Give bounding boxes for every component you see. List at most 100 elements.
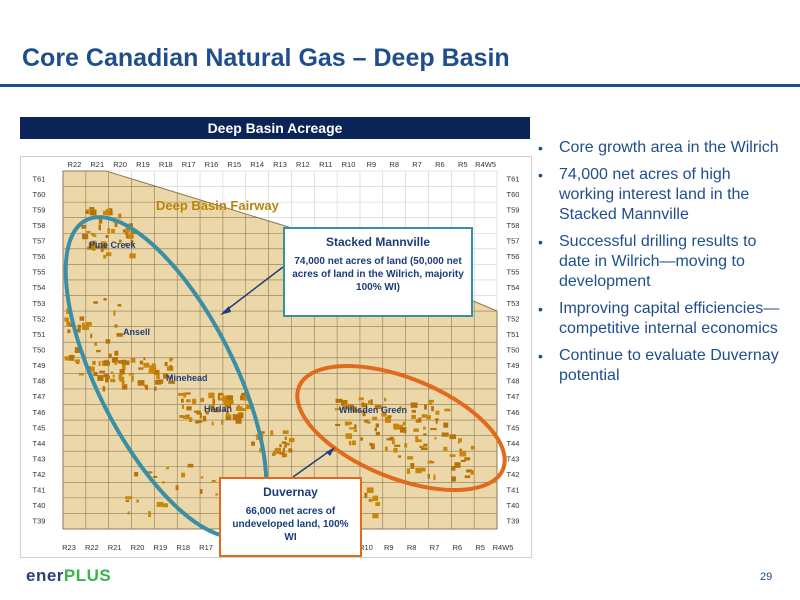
acreage-patch: [182, 415, 190, 419]
acreage-patch: [90, 333, 93, 339]
acreage-patch: [449, 454, 456, 457]
acreage-patch: [372, 416, 378, 420]
acreage-patch: [178, 392, 185, 396]
acreage-patches: [64, 207, 475, 522]
township-label-left: T52: [33, 314, 46, 323]
acreage-patch: [122, 364, 126, 371]
acreage-patch: [74, 359, 80, 363]
acreage-patch: [125, 243, 128, 247]
township-label-right: T50: [507, 346, 520, 355]
acreage-patch: [340, 399, 348, 406]
acreage-patch: [103, 373, 109, 378]
acreage-patch: [85, 321, 92, 326]
range-label-bottom: R22: [85, 543, 99, 552]
acreage-patch: [85, 210, 89, 214]
range-label-bottom: R23: [62, 543, 76, 552]
acreage-patch: [470, 445, 475, 450]
acreage-patch: [130, 357, 136, 363]
bullet-icon: •: [538, 301, 543, 317]
acreage-patch: [460, 459, 466, 462]
range-label-bottom: R7: [430, 543, 440, 552]
township-label-right: T59: [507, 205, 520, 214]
acreage-patch: [196, 410, 202, 415]
acreage-patch: [386, 438, 393, 441]
fairway-label: Deep Basin Fairway: [156, 198, 280, 213]
acreage-patch: [427, 474, 430, 479]
acreage-patch: [163, 373, 168, 379]
acreage-patch: [466, 469, 473, 473]
place-pine-creek: Pine Creek: [89, 240, 137, 250]
acreage-patch: [205, 410, 209, 415]
township-label-right: T58: [507, 221, 520, 230]
acreage-patch: [368, 498, 373, 502]
acreage-patch: [226, 400, 234, 405]
acreage-patch: [426, 415, 431, 420]
acreage-patch: [458, 438, 462, 443]
acreage-patch: [459, 450, 467, 457]
township-label-left: T60: [33, 190, 46, 199]
township-label-left: T61: [33, 174, 46, 183]
acreage-patch: [235, 418, 242, 424]
acreage-patch: [223, 408, 227, 412]
acreage-patch: [107, 228, 111, 234]
acreage-patch: [364, 419, 369, 423]
acreage-patch: [117, 304, 122, 307]
township-label-right: T39: [507, 517, 520, 526]
acreage-patch: [183, 392, 187, 398]
acreage-patch: [69, 354, 74, 361]
acreage-patch: [93, 371, 98, 377]
acreage-patch: [375, 431, 380, 436]
acreage-patch: [102, 386, 106, 392]
township-label-left: T43: [33, 454, 46, 463]
acreage-patch: [367, 421, 371, 424]
acreage-patch: [92, 234, 97, 237]
acreage-patch: [413, 428, 419, 432]
acreage-patch: [156, 373, 160, 380]
township-label-right: T56: [507, 252, 520, 261]
acreage-patch: [67, 329, 71, 333]
acreage-patch: [184, 392, 191, 395]
acreage-patch: [423, 426, 426, 430]
acreage-patch: [105, 235, 109, 239]
acreage-patch: [114, 221, 118, 227]
acreage-patch: [74, 347, 82, 354]
acreage-patch: [208, 392, 215, 399]
acreage-patch: [441, 432, 449, 437]
acreage-patch: [113, 310, 116, 316]
acreage-patch: [211, 421, 214, 426]
acreage-patch: [232, 414, 240, 421]
acreage-patch: [192, 398, 197, 405]
acreage-patch: [79, 316, 85, 321]
range-label-bottom: R9: [384, 543, 394, 552]
township-label-left: T59: [33, 205, 46, 214]
acreage-patch: [237, 404, 240, 408]
acreage-patch: [124, 360, 130, 366]
acreage-patch: [384, 446, 388, 452]
acreage-patch: [221, 420, 224, 425]
acreage-patch: [131, 375, 134, 382]
township-label-right: T60: [507, 190, 520, 199]
township-label-right: T57: [507, 237, 520, 246]
acreage-patch: [125, 227, 130, 233]
acreage-patch: [282, 447, 286, 453]
township-label-right: T54: [507, 283, 520, 292]
acreage-patch: [352, 440, 356, 446]
acreage-patch: [215, 493, 218, 496]
duvernay-ellipse: [295, 363, 507, 493]
acreage-patch: [185, 414, 190, 417]
range-label-bottom: R6: [453, 543, 463, 552]
range-labels-top: R22 R21 R20 R19 R18 R17 R16 R15 R14 R13 R12 R11 R10 R…: [68, 160, 496, 169]
acreage-patch: [404, 443, 408, 448]
acreage-patch: [400, 427, 407, 433]
acreage-patch: [443, 446, 448, 451]
mannville-arrowhead: [220, 306, 231, 315]
bullet-icon: •: [538, 234, 543, 250]
acreage-patch: [394, 444, 401, 447]
acreage-patch: [348, 407, 353, 411]
acreage-patch: [222, 394, 225, 399]
range-label-top: R14: [250, 160, 264, 169]
acreage-patch: [112, 374, 115, 378]
acreage-patch: [89, 207, 95, 210]
deep-basin-map: R22 R21 R20 R19 R18 R17 R16 R15 R14 R13 R12 R11 R10 R…: [20, 156, 532, 558]
acreage-patch: [116, 332, 123, 337]
